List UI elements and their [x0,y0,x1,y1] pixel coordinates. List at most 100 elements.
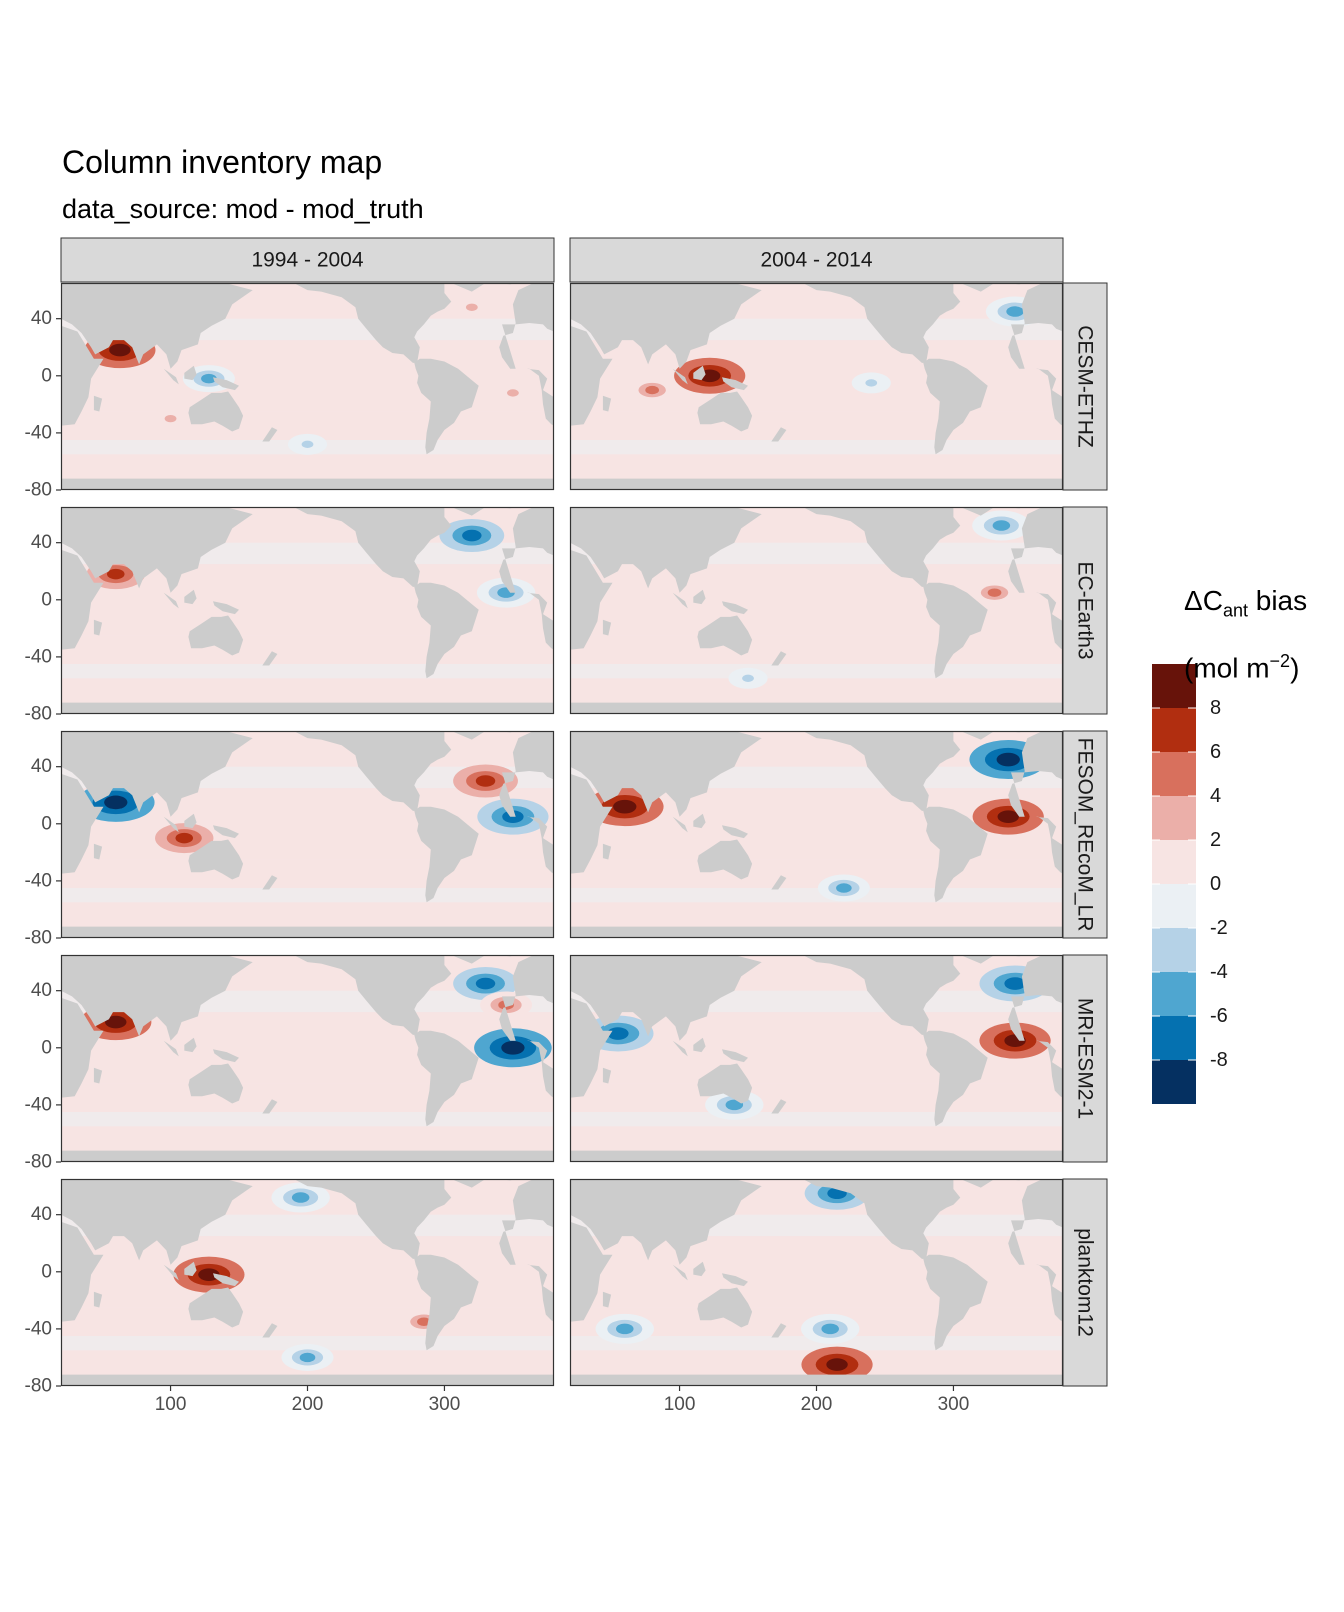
legend-label: 8 [1210,697,1221,719]
land-mask [293,507,452,587]
land-mask [570,731,762,817]
bias-hotspot-core [507,389,519,397]
land-mask [293,1179,452,1259]
bias-hotspot-core [996,752,1020,767]
legend-swatch [1152,664,1196,708]
bias-hotspot-core [465,303,478,311]
land-mask [722,825,748,839]
land-mask [570,549,613,650]
zonal-band [570,664,1063,679]
y-tick-label: 40 [31,308,52,329]
bias-hotspot-core [997,810,1019,823]
bias-hotspot-core [725,1099,744,1111]
land-mask [61,702,554,714]
y-tick-label: 0 [41,365,52,386]
bias-hotspot-core [462,529,482,542]
land-mask [570,325,613,426]
land-mask [61,325,104,426]
land-mask [693,365,706,381]
bias-hotspot-core [299,1352,316,1363]
land-mask [693,1261,706,1277]
row-strip-box [1062,1178,1108,1387]
legend-title-delta: ΔC [1184,585,1223,616]
zonal-band [570,838,1063,860]
land-mask [93,395,103,412]
land-mask [693,589,706,605]
land-mask [61,1150,554,1162]
land-mask [61,1221,104,1322]
land-mask [188,1063,244,1104]
panel-border [60,954,555,1163]
land-mask [697,1063,753,1104]
land-mask [570,507,762,593]
column-strip-label: 2004 - 2014 [760,249,872,272]
legend-swatch [1152,1060,1196,1104]
bias-hotspot-core [501,1040,525,1055]
zonal-band [61,838,554,860]
land-mask [451,955,486,964]
land-mask [61,549,104,650]
legend-swatch [1152,796,1196,840]
bias-hotspot-core [175,832,194,844]
column-strip-period-1: 1994 - 2004 [60,237,555,283]
land-mask [602,1067,612,1084]
y-tick-label: -40 [25,646,52,667]
panel-cesm-ethz-period-1 [60,282,555,491]
land-mask [672,1264,688,1281]
land-mask [93,1067,103,1084]
zonal-band [61,390,554,412]
zonal-band [570,1286,1063,1308]
land-mask [923,1030,988,1127]
panel-content [61,283,554,490]
land-mask [184,813,197,829]
y-tick-label: -40 [25,870,52,891]
land-mask [802,731,961,811]
land-mask [163,592,179,609]
legend-title-close: ) [1290,651,1300,683]
y-tick-label: -80 [25,928,52,949]
panel-mri-esm2-1-period-2 [569,954,1064,1163]
column-strip-box [569,237,1064,283]
row-strip-label: EC-Earth3 [1074,561,1097,659]
land-mask [188,1287,244,1328]
row-strip-label: CESM-ETHZ [1074,325,1097,448]
panel-content [61,507,554,714]
panel-content [570,955,1063,1162]
chart-title: Column inventory map [62,144,383,180]
y-tick-label: 0 [41,589,52,610]
legend-title: ΔCant bias (mol m−2) [1184,576,1307,693]
land-mask [771,875,787,890]
x-tick-label: 100 [664,1394,696,1415]
y-tick-label: -80 [25,1376,52,1397]
panel-content [61,1179,554,1386]
zonal-band [570,1112,1063,1127]
land-mask [722,601,748,615]
land-mask [923,806,988,903]
bias-hotspot-core [821,1323,839,1335]
row-strip-cesm-ethz: CESM-ETHZ [1062,282,1108,491]
land-mask [923,1254,988,1351]
land-mask [722,1049,748,1063]
y-tick-label: -80 [25,704,52,725]
land-mask [697,839,753,880]
land-mask [570,702,1063,714]
zonal-band [570,440,1063,455]
land-mask [570,997,613,1098]
panel-border [60,282,555,491]
land-mask [1008,507,1063,650]
y-tick-label: 40 [31,532,52,553]
row-strip-fesom-recom-lr: FESOM_REcoM_LR [1062,730,1108,939]
panel-content [570,1179,1063,1386]
land-mask [693,1037,706,1053]
land-mask [213,1049,239,1063]
x-tick-label: 300 [429,1394,461,1415]
legend-swatch [1152,752,1196,796]
land-mask [61,997,104,1098]
bias-hotspot-core [291,1192,310,1203]
land-mask [262,1323,278,1338]
legend-swatch [1152,928,1196,972]
bias-hotspot-core [107,568,125,580]
land-mask [61,773,104,874]
legend-title-sub: ant [1222,600,1248,621]
